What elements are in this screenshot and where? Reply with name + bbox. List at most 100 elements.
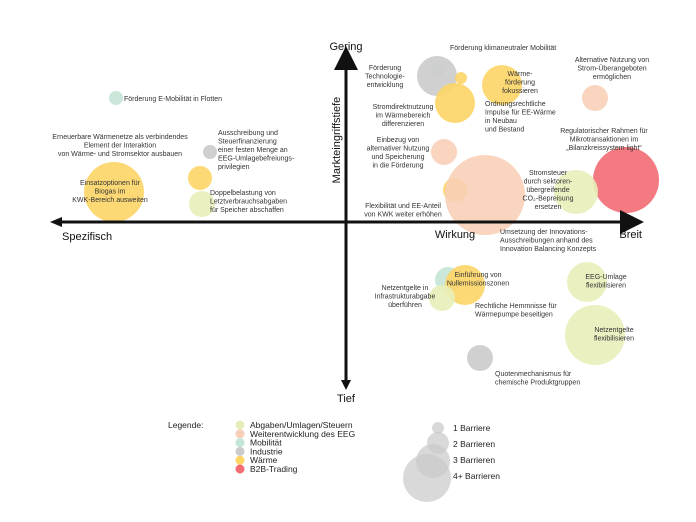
bubble: [109, 91, 123, 105]
arrow-left: [50, 217, 62, 227]
node-label: entwicklung: [367, 82, 404, 89]
node-label: von KWK weiter erhöhen: [364, 212, 442, 219]
bubble: [582, 85, 608, 111]
node-label: in Neubau: [485, 118, 517, 125]
node-label: „Bilanzkreissystem light“: [566, 145, 642, 152]
node-label: chemische Produktgruppen: [495, 380, 580, 387]
node-label: in die Förderung: [373, 163, 424, 170]
bubble: [445, 155, 525, 235]
legend-swatch: [235, 438, 245, 448]
axis-vertical: Markteingriffstiefe: [331, 97, 343, 184]
node-label: Regulatorischer Rahmen für: [560, 128, 648, 135]
bubble: [467, 345, 493, 371]
node-label: differenzieren: [382, 121, 424, 128]
node-label: Letztverbrauchsabgaben: [210, 199, 287, 206]
bubble: [429, 285, 455, 311]
node-label: und Bestand: [485, 127, 524, 134]
node-label: für Speicher abschaffen: [210, 207, 284, 214]
node-label: Doppelbelastung von: [210, 190, 276, 197]
legend-swatch: [235, 420, 245, 430]
node-label: Nullemissionszonen: [447, 281, 509, 288]
axis-right: Breit: [619, 229, 642, 241]
node-label: Flexibilität und EE-Anteil: [365, 203, 441, 210]
bubble: [445, 265, 485, 305]
node-label: einer festen Menge an: [218, 147, 288, 154]
bubble: [188, 166, 212, 190]
size-label: 1 Barriere: [453, 423, 491, 433]
size-label: 3 Barrieren: [453, 455, 495, 465]
node-label: CO₂-Bepreisung: [523, 196, 574, 203]
node-label: Ordnungsrechtliche: [485, 101, 546, 108]
node-label: Infrastrukturabgabe: [375, 294, 436, 301]
node-label: Stromdirektnutzung: [373, 104, 434, 111]
node-label: EEG-Umlagebefreiungs-: [218, 156, 295, 163]
bubble: [189, 191, 215, 217]
bubble: [435, 83, 475, 123]
legend-swatch: [235, 464, 245, 474]
axis-bottom: Tief: [337, 393, 356, 405]
node-label: flexibilisieren: [586, 283, 626, 290]
node-label: Alternative Nutzung von: [575, 57, 649, 64]
node-label: EEG-Umlage: [585, 274, 626, 281]
legend-label: Industrie: [250, 446, 283, 456]
bubble: [482, 65, 522, 105]
node-label: Steuerfinanzierung: [218, 139, 277, 146]
legend-label: Mobilität: [250, 438, 282, 448]
bubble: [431, 139, 457, 165]
node-label: KWK-Bereich ausweiten: [72, 197, 148, 204]
node-label: Wärmepumpe beseitigen: [475, 312, 553, 319]
size-swatch: [432, 422, 444, 434]
legend-swatch: [235, 429, 245, 439]
node-label: Stromsteuer: [529, 170, 568, 177]
legend-label: Abgaben/Umlagen/Steuern: [250, 420, 353, 430]
node-label: Förderung: [369, 65, 401, 72]
node-label: Impulse für EE-Wärme: [485, 110, 556, 117]
size-label: 2 Barrieren: [453, 439, 495, 449]
node-label: Rechtliche Hemmnisse für: [475, 303, 557, 310]
node-label: Strom-Überangeboten: [577, 65, 646, 73]
axis-left: Spezifisch: [62, 231, 112, 243]
legend-swatch: [235, 446, 245, 456]
node-label: ersetzen: [535, 204, 562, 211]
node-label: durch sektoren-: [524, 179, 573, 186]
bubble: [455, 72, 467, 84]
bubble: [554, 170, 598, 214]
node-label: alternativer Nutzung: [367, 146, 430, 153]
node-label: Technologie-: [365, 74, 405, 81]
arrow-down: [341, 380, 351, 390]
node-label: Umsetzung der Innovations-: [500, 229, 588, 236]
node-label: Wärme-: [508, 71, 534, 78]
node-label: im Wärmebereich: [376, 113, 431, 120]
legend-label: Weiterentwicklung des EEG: [250, 429, 355, 439]
node-label: Mikrotransaktionen im: [570, 137, 639, 144]
node-label: ermöglichen: [593, 74, 631, 81]
node-label: fokussieren: [502, 88, 538, 95]
bubble: [203, 145, 217, 159]
node-label: überführen: [388, 302, 422, 309]
node-label: Netzentgelte in: [382, 285, 429, 292]
axis-horizontal: Wirkung: [435, 229, 475, 241]
node-label: Einführung von: [454, 272, 501, 279]
legend-swatch: [235, 455, 245, 465]
size-swatch: [403, 454, 451, 502]
node-label: Biogas im: [95, 189, 126, 196]
node-label: und Speicherung: [372, 154, 425, 161]
node-label: Netzentgelte: [594, 327, 633, 334]
axis-top: Gering: [329, 41, 362, 53]
bubble: [567, 262, 607, 302]
node-label: flexibilisieren: [594, 336, 634, 343]
node-label: von Wärme- und Stromsektor ausbauen: [58, 151, 182, 158]
bubble: [593, 147, 659, 213]
node-label: Einsatzoptionen für: [80, 180, 141, 187]
node-label: übergreifende: [526, 187, 569, 194]
node-label: Förderung E-Mobilität in Flotten: [124, 96, 222, 103]
legend-title: Legende:: [168, 420, 203, 430]
bubble: [565, 305, 625, 365]
node-label: Förderung klimaneutraler Mobilität: [450, 45, 556, 52]
node-label: Quotenmechanismus für: [495, 371, 572, 378]
bubbles: [84, 56, 659, 371]
node-label: Ausschreibungen anhand des: [500, 238, 593, 245]
node-label: förderung: [505, 80, 535, 87]
legend-label: B2B-Trading: [250, 464, 298, 474]
